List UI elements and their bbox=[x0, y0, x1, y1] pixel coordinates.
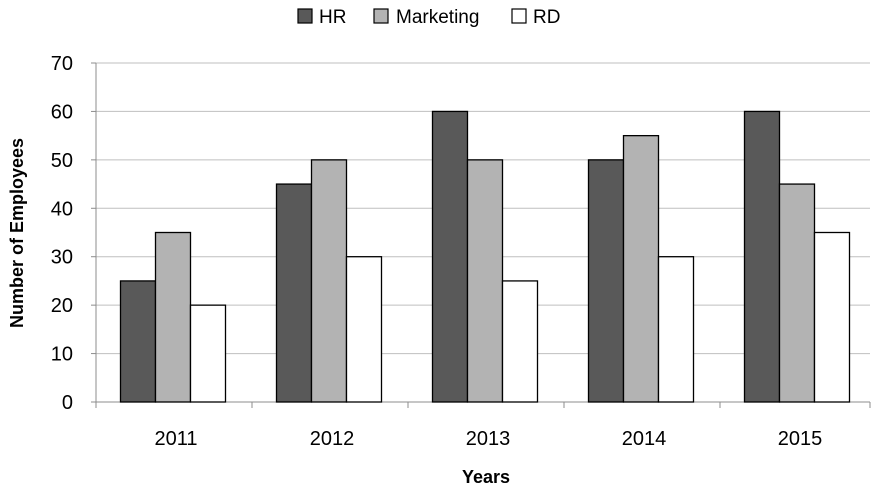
bar-hr-2015 bbox=[743, 110, 781, 403]
y-tick-label: 20 bbox=[51, 295, 73, 317]
y-tick-label: 30 bbox=[51, 247, 73, 269]
y-tick-label: 10 bbox=[51, 344, 73, 366]
x-tick-label: 2011 bbox=[154, 428, 197, 450]
x-tick-label: 2015 bbox=[778, 428, 823, 450]
x-axis-title: Years bbox=[462, 467, 510, 487]
bars bbox=[119, 110, 851, 403]
y-tick-label: 70 bbox=[51, 53, 73, 75]
y-tick-label: 60 bbox=[51, 101, 73, 123]
legend-label-hr: HR bbox=[319, 7, 346, 28]
legend-swatch-hr bbox=[297, 8, 313, 24]
bar-rd-2015 bbox=[813, 231, 851, 403]
bar-marketing-2013 bbox=[466, 159, 504, 403]
bar-hr-2012 bbox=[275, 183, 313, 403]
bar-rd-2012 bbox=[345, 256, 383, 403]
x-tick-label: 2014 bbox=[622, 428, 667, 450]
bar-marketing-2014 bbox=[622, 134, 660, 403]
bar-marketing-2011 bbox=[154, 231, 192, 403]
y-tick-label: 50 bbox=[51, 150, 73, 172]
bar-hr-2014 bbox=[587, 159, 625, 403]
legend: HR Marketing RD bbox=[297, 7, 560, 28]
legend-swatch-rd bbox=[511, 8, 527, 24]
legend-label-rd: RD bbox=[533, 7, 560, 28]
tick-labels: 0 10 20 30 40 50 60 70 2011 2012 2013 2014 2015 bbox=[51, 53, 823, 450]
bar-hr-2011 bbox=[119, 280, 157, 403]
bar-rd-2011 bbox=[189, 304, 227, 403]
y-tick-label: 40 bbox=[51, 198, 73, 220]
x-tick-label: 2012 bbox=[310, 428, 355, 450]
legend-label-marketing: Marketing bbox=[396, 7, 479, 28]
x-tick-label: 2013 bbox=[466, 428, 511, 450]
bar-rd-2014 bbox=[657, 256, 695, 403]
bar-marketing-2015 bbox=[778, 183, 816, 403]
legend-swatch-marketing bbox=[373, 8, 389, 24]
bar-rd-2013 bbox=[501, 280, 539, 403]
bar-marketing-2012 bbox=[310, 159, 348, 403]
y-axis-title: Number of Employees bbox=[7, 138, 27, 328]
y-tick-label: 0 bbox=[62, 392, 73, 414]
bar-hr-2013 bbox=[431, 110, 469, 403]
